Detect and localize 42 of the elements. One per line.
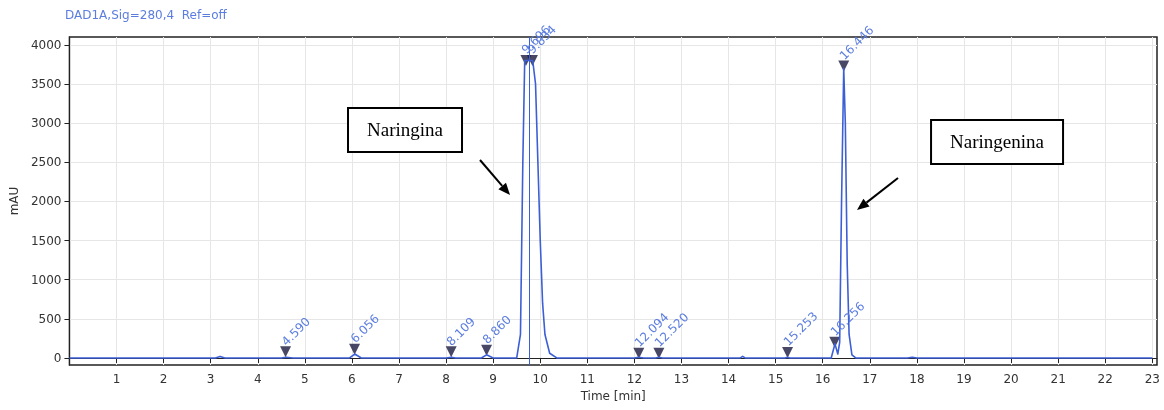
chart-title: DAD1A,Sig=280,4 Ref=off bbox=[65, 8, 228, 22]
x-tick-label: 19 bbox=[956, 372, 972, 386]
y-tick-label: 2500 bbox=[30, 155, 62, 170]
x-tick-label: 12 bbox=[626, 372, 643, 386]
x-tick-label: 2 bbox=[159, 372, 168, 386]
x-tick-label: 16 bbox=[815, 372, 831, 386]
point bbox=[349, 343, 361, 355]
x-tick-label: 11 bbox=[579, 372, 595, 386]
x-tick-label: 7 bbox=[395, 372, 403, 386]
x-tick-label: 23 bbox=[1144, 372, 1160, 386]
x-tick-label: 20 bbox=[1003, 372, 1019, 386]
x-tick-label: 9 bbox=[489, 372, 497, 386]
y-tick-label: 1500 bbox=[30, 233, 62, 248]
y-tick-label: 2000 bbox=[30, 194, 62, 209]
x-tick-label: 6 bbox=[348, 372, 356, 386]
y-tick-label: 500 bbox=[38, 311, 62, 326]
x-tick-label: 18 bbox=[909, 372, 925, 386]
y-tick-label: 1000 bbox=[30, 272, 62, 287]
x-tick-label: 15 bbox=[768, 372, 784, 386]
x-tick-label: 13 bbox=[673, 372, 690, 386]
x-tick-label: 3 bbox=[206, 372, 215, 386]
y-tick-label: 3000 bbox=[30, 116, 62, 131]
point bbox=[782, 346, 794, 358]
x-tick-label: 14 bbox=[720, 372, 737, 386]
point bbox=[280, 346, 292, 358]
x-tick-label: 4 bbox=[253, 372, 262, 386]
annotation: Naringenina bbox=[930, 119, 1064, 165]
x-tick-label: 21 bbox=[1050, 372, 1066, 386]
point bbox=[838, 60, 850, 72]
x-tick-label: 22 bbox=[1097, 372, 1113, 386]
x-tick-label: 5 bbox=[301, 372, 309, 386]
y-tick-label: 4000 bbox=[30, 37, 62, 52]
y-tick-label: 3500 bbox=[30, 76, 62, 91]
y-axis-title: mAU bbox=[7, 186, 21, 216]
point bbox=[445, 346, 457, 358]
x-tick-label: 17 bbox=[862, 372, 878, 386]
x-tick-label: 10 bbox=[532, 372, 548, 386]
annotation: Naringina bbox=[347, 107, 463, 153]
x-axis-title: Time [min] bbox=[579, 389, 646, 403]
x-tick-label: 8 bbox=[442, 372, 450, 386]
y-tick-label: 0 bbox=[53, 350, 62, 365]
x-tick-label: 1 bbox=[112, 372, 121, 386]
